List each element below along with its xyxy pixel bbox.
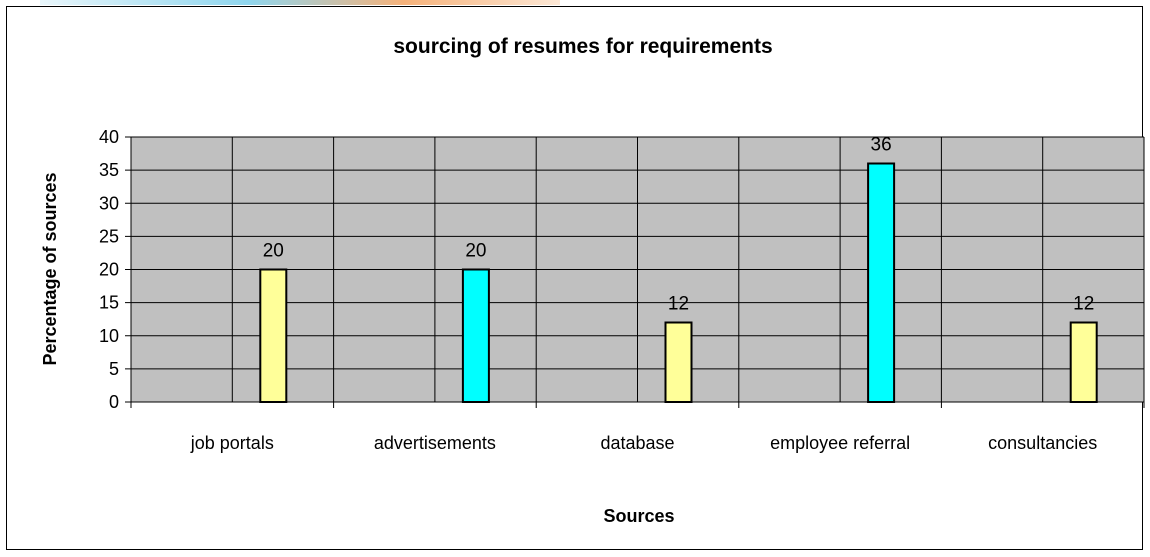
y-tick-label: 15 [99,293,119,313]
x-tick-label: database [600,433,674,453]
y-tick-label: 0 [109,392,119,412]
y-tick-label: 30 [99,193,119,213]
bar-database [664,321,693,403]
chart-title: sourcing of resumes for requirements [393,35,772,58]
data-label: 20 [263,241,284,262]
bar-employee-referral [867,162,896,403]
data-label: 12 [668,294,689,315]
data-label: 36 [871,135,892,156]
y-tick-label: 10 [99,326,119,346]
x-tick-label: employee referral [770,433,910,453]
x-tick-label: advertisements [374,433,496,453]
data-label: 12 [1073,294,1094,315]
x-tick-label: job portals [190,433,274,453]
y-tick-label: 25 [99,226,119,246]
y-tick-label: 5 [109,359,119,379]
bar-job-portals [259,268,288,403]
y-tick-label: 40 [99,127,119,147]
y-tick-label: 20 [99,260,119,280]
x-axis-title: Sources [603,506,674,526]
plot-area: 0 5 10 15 20 25 30 35 40 20 job portals 20 advertise… [99,127,1145,453]
y-tick-label: 35 [99,160,119,180]
bar-advertisements [461,268,490,403]
data-label: 20 [465,241,486,262]
top-decoration-strip [40,0,560,5]
bar-consultancies [1069,321,1098,403]
x-tick-label: consultancies [988,433,1097,453]
y-axis-title: Percentage of sources [40,172,60,365]
